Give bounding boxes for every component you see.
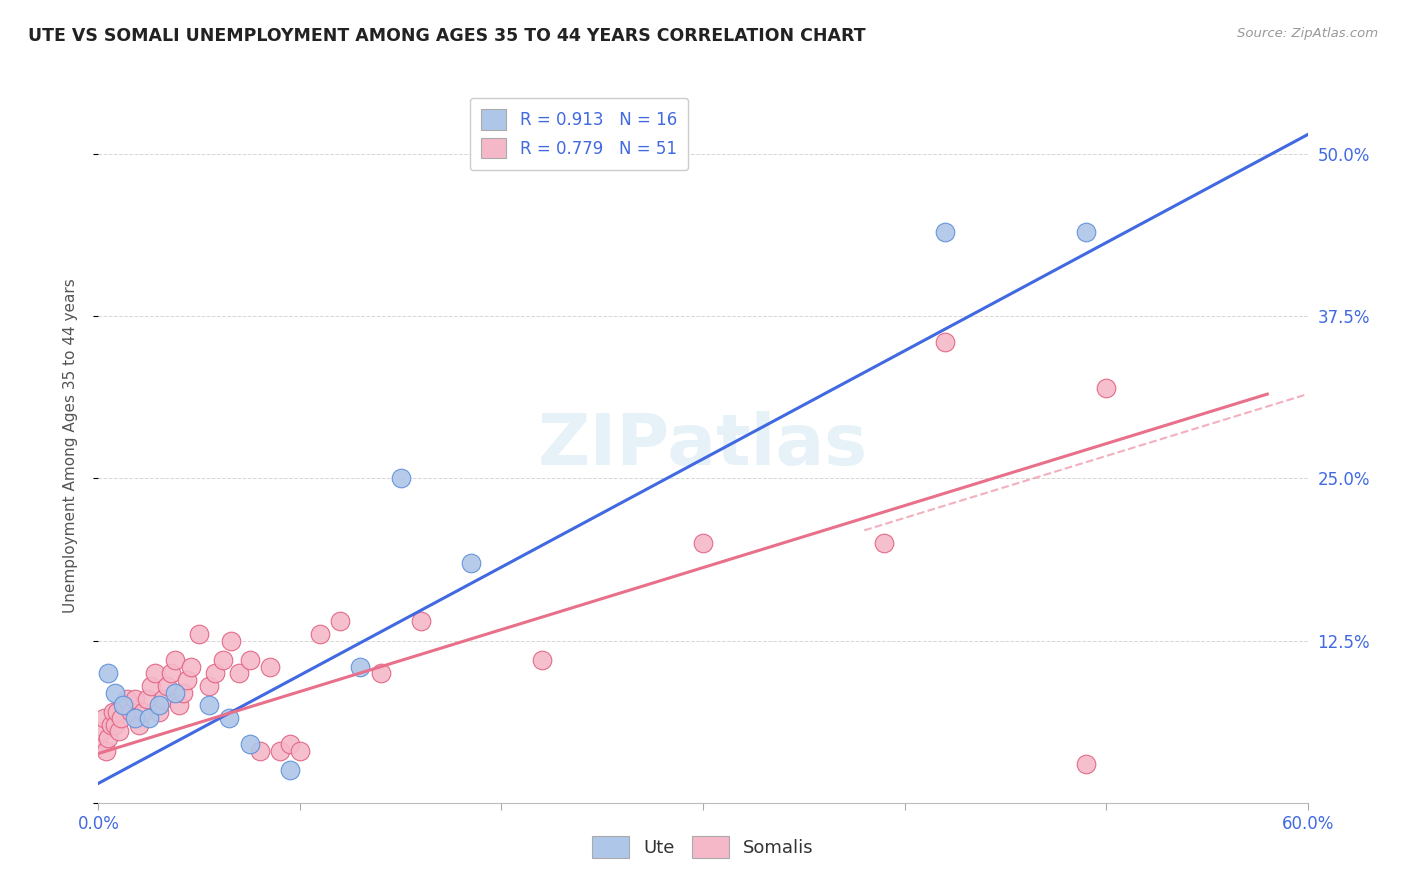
Text: Source: ZipAtlas.com: Source: ZipAtlas.com	[1237, 27, 1378, 40]
Point	[91, 724, 114, 739]
Point	[212, 653, 235, 667]
Point	[409, 614, 432, 628]
Point	[135, 692, 157, 706]
Point	[370, 666, 392, 681]
Point	[269, 744, 291, 758]
Point	[100, 718, 122, 732]
Point	[139, 679, 162, 693]
Point	[163, 653, 186, 667]
Point	[163, 685, 186, 699]
Point	[128, 718, 150, 732]
Point	[97, 731, 120, 745]
Point	[329, 614, 352, 628]
Point	[249, 744, 271, 758]
Point	[288, 744, 311, 758]
Point	[143, 666, 166, 681]
Point	[1074, 756, 1097, 771]
Point	[124, 692, 146, 706]
Point	[218, 711, 240, 725]
Point	[221, 633, 243, 648]
Point	[172, 685, 194, 699]
Point	[124, 711, 146, 725]
Point	[198, 679, 221, 693]
Point	[198, 698, 221, 713]
Point	[156, 679, 179, 693]
Point	[259, 659, 281, 673]
Point	[309, 627, 332, 641]
Point	[389, 471, 412, 485]
Point	[138, 711, 160, 725]
Point	[87, 738, 110, 752]
Point	[934, 225, 956, 239]
Point	[934, 335, 956, 350]
Point	[115, 692, 138, 706]
Point	[228, 666, 250, 681]
Point	[1074, 225, 1097, 239]
Point	[180, 659, 202, 673]
Point	[114, 698, 136, 713]
Point	[160, 666, 183, 681]
Point	[873, 536, 896, 550]
Point	[239, 738, 262, 752]
Legend: Ute, Somalis: Ute, Somalis	[585, 829, 821, 865]
Point	[120, 705, 142, 719]
Point	[204, 666, 226, 681]
Point	[148, 698, 170, 713]
Point	[1095, 381, 1118, 395]
Point	[176, 673, 198, 687]
Point	[188, 627, 211, 641]
Text: ZIPatlas: ZIPatlas	[538, 411, 868, 481]
Point	[167, 698, 190, 713]
Point	[530, 653, 553, 667]
Point	[103, 685, 125, 699]
Point	[103, 718, 125, 732]
Y-axis label: Unemployment Among Ages 35 to 44 years: Unemployment Among Ages 35 to 44 years	[63, 278, 77, 614]
Point	[105, 705, 128, 719]
Point	[239, 653, 262, 667]
Point	[107, 724, 129, 739]
Point	[97, 666, 120, 681]
Point	[148, 705, 170, 719]
Point	[132, 705, 155, 719]
Point	[96, 744, 118, 758]
Point	[278, 764, 301, 778]
Point	[152, 692, 174, 706]
Point	[111, 698, 134, 713]
Text: UTE VS SOMALI UNEMPLOYMENT AMONG AGES 35 TO 44 YEARS CORRELATION CHART: UTE VS SOMALI UNEMPLOYMENT AMONG AGES 35…	[28, 27, 866, 45]
Point	[349, 659, 371, 673]
Point	[110, 711, 132, 725]
Point	[692, 536, 714, 550]
Point	[278, 738, 301, 752]
Point	[101, 705, 124, 719]
Point	[460, 556, 482, 570]
Point	[93, 711, 115, 725]
